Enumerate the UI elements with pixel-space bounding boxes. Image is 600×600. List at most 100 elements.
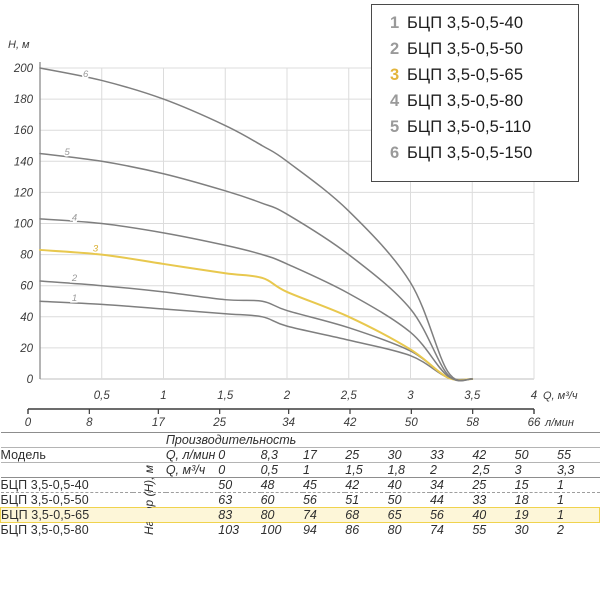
legend-item-1: 1 БЦП 3,5-0,5-40 — [390, 14, 578, 40]
x-tick-label-lmin: 0 — [25, 417, 32, 429]
spacer-cell — [132, 447, 166, 463]
x-tick-label-lmin: 50 — [405, 417, 418, 429]
lmin-value-cell: 8,3 — [260, 447, 303, 463]
x-tick-label-m3h: 0,5 — [94, 390, 111, 402]
curve-series-3 — [39, 248, 474, 382]
head-value-cell: 68 — [345, 507, 388, 523]
x-tick-label-m3h: 2,5 — [340, 390, 358, 402]
head-value-cell: 45 — [302, 477, 346, 493]
head-value-cell: 33 — [472, 492, 515, 508]
legend-item-number: 3 — [390, 66, 400, 84]
head-value-cell: 63 — [218, 492, 261, 508]
m3h-value-cell: 1,8 — [387, 462, 430, 478]
legend-box: 1 БЦП 3,5-0,5-40 2 БЦП 3,5-0,5-50 3 БЦП 3,5-0… — [371, 4, 579, 182]
table-row[interactable]: БЦП 3,5-0,5-65 83 80 74 68 65 56 40 19 1 — [0, 507, 600, 523]
spacer-cell — [0, 462, 133, 478]
curve-label-halo: 4 — [72, 212, 77, 223]
spacer-cell — [165, 507, 219, 523]
legend-item-number: 2 — [390, 40, 400, 58]
table-row[interactable]: БЦП 3,5-0,5-80 103 100 94 86 80 74 55 30 2 — [0, 522, 600, 537]
head-axis-rotated-label-cell — [132, 522, 166, 537]
m3h-value-cell: 0,5 — [260, 462, 303, 478]
head-value-cell: 51 — [345, 492, 388, 508]
table-header-lmin-row: Модель Q, л/мин 0 8,3 17 25 30 33 42 50 55 — [0, 447, 600, 463]
x-axis-title-lmin: л/мин — [544, 417, 574, 429]
x-tick-label-m3h: 3 — [407, 390, 414, 402]
y-tick-label: 100 — [14, 219, 34, 231]
head-value-cell: 83 — [218, 507, 261, 523]
m3h-value-cell: 3,3 — [557, 462, 600, 478]
y-tick-label: 200 — [13, 63, 34, 75]
row-label-m3h: Q, м³/ч — [165, 462, 219, 478]
y-tick-label: 160 — [14, 125, 34, 137]
x-tick-label-lmin: 58 — [466, 417, 479, 429]
head-value-cell: 30 — [514, 522, 557, 537]
performance-header: Производительность — [165, 432, 600, 448]
legend-item-2: 2 БЦП 3,5-0,5-50 — [390, 40, 578, 66]
legend-item-3: 3 БЦП 3,5-0,5-65 — [390, 66, 578, 92]
legend-item-number: 5 — [390, 118, 400, 136]
y-axis-title: H, м — [8, 39, 30, 51]
legend-item-4: 4 БЦП 3,5-0,5-80 — [390, 92, 578, 118]
table-header-performance-row: Производительность — [0, 432, 600, 448]
head-value-cell: 2 — [557, 522, 600, 537]
head-value-cell: 25 — [472, 477, 515, 493]
head-value-cell: 40 — [387, 477, 430, 493]
table-row[interactable]: БЦП 3,5-0,5-40 50 48 45 42 40 34 25 15 1 — [0, 477, 600, 493]
head-value-cell: 1 — [557, 492, 600, 508]
head-value-cell: 103 — [218, 522, 261, 537]
curve-series-6 — [39, 67, 473, 382]
legend-item-label: БЦП 3,5-0,5-50 — [407, 40, 524, 58]
specification-table-wrap: Производительность Модель Q, л/мин 0 8,3 17 25… — [0, 432, 600, 600]
legend-item-label: БЦП 3,5-0,5-110 — [407, 118, 532, 136]
head-value-cell: 100 — [260, 522, 303, 537]
curve-label-halo: 5 — [65, 147, 71, 158]
curve-label-4: 4 — [72, 212, 77, 223]
x-tick-label-lmin: 25 — [212, 417, 226, 429]
legend-item-label: БЦП 3,5-0,5-65 — [407, 66, 524, 84]
x-axis-title-m3h: Q, м³/ч — [543, 390, 578, 402]
table-row[interactable]: БЦП 3,5-0,5-50 Напор (H), м 63 60 56 51 50 44 33… — [0, 465, 600, 535]
specification-table: Производительность Модель Q, л/мин 0 8,3 17 25… — [0, 432, 600, 537]
lmin-value-cell: 33 — [429, 447, 473, 463]
head-value-cell: 18 — [514, 492, 557, 508]
legend-item-5: 5 БЦП 3,5-0,5-110 — [390, 118, 578, 144]
head-value-cell: 65 — [387, 507, 430, 523]
head-value-cell: 94 — [302, 522, 346, 537]
legend-item-label: БЦП 3,5-0,5-80 — [407, 92, 524, 110]
x-tick-label-lmin: 42 — [344, 417, 357, 429]
head-value-cell: 60 — [260, 492, 303, 508]
curve-label-halo: 1 — [72, 293, 77, 304]
spacer-cell — [165, 522, 219, 537]
spacer-cell — [165, 492, 219, 508]
lmin-value-cell: 50 — [514, 447, 557, 463]
curve-label-halo: 2 — [71, 273, 78, 284]
m3h-value-cell: 2,5 — [472, 462, 515, 478]
legend-item-number: 6 — [390, 144, 400, 162]
head-value-cell: 1 — [557, 477, 600, 493]
curve-label-3: 3 — [93, 243, 99, 254]
x-tick-label-lmin: 17 — [152, 417, 165, 429]
curve-series-4 — [39, 218, 473, 381]
head-axis-rotated-label-cell — [132, 477, 166, 493]
m3h-value-cell: 1,5 — [345, 462, 388, 478]
m3h-value-cell: 3 — [514, 462, 557, 478]
lmin-value-cell: 55 — [557, 447, 600, 463]
model-name-cell: БЦП 3,5-0,5-50 — [0, 492, 133, 508]
row-label-lmin: Q, л/мин — [165, 447, 219, 463]
head-value-cell: 40 — [472, 507, 515, 523]
head-value-cell: 50 — [218, 477, 261, 493]
spacer-cell — [132, 432, 166, 448]
head-value-cell: 55 — [472, 522, 515, 537]
legend-item-number: 4 — [390, 92, 400, 110]
m3h-value-cell: 0 — [218, 462, 261, 478]
head-axis-rotated-label-cell: Напор (H), м — [132, 465, 166, 535]
y-tick-label: 180 — [14, 94, 34, 106]
model-name-cell: БЦП 3,5-0,5-40 — [0, 477, 133, 493]
model-column-header: Модель — [0, 447, 133, 463]
lmin-value-cell: 25 — [345, 447, 388, 463]
head-value-cell: 15 — [514, 477, 557, 493]
head-value-cell: 80 — [387, 522, 430, 537]
